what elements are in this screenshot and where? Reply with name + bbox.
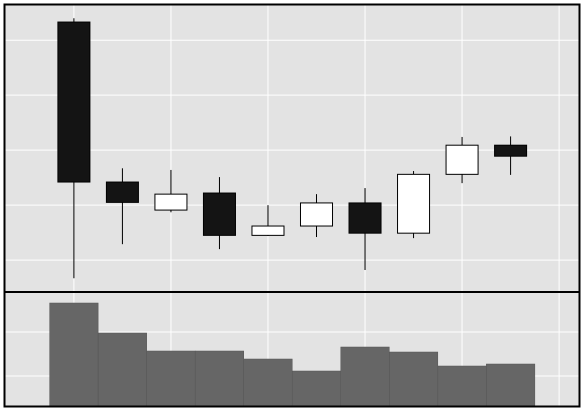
price-panel xyxy=(5,5,579,292)
candle-body xyxy=(202,192,236,236)
candle-body xyxy=(494,144,528,157)
frame xyxy=(3,3,581,408)
candle-body xyxy=(397,173,431,234)
volume-bar xyxy=(437,365,487,407)
volume-bar xyxy=(486,363,536,407)
volume-bar xyxy=(194,350,244,407)
volume-bar xyxy=(389,351,439,407)
volume-panel xyxy=(5,292,579,407)
candle-body xyxy=(299,202,334,227)
candle-body xyxy=(154,193,188,211)
candle-body xyxy=(445,144,479,175)
volume-bar xyxy=(291,370,342,407)
candle-body xyxy=(105,181,139,203)
candle-body xyxy=(348,202,382,234)
volume-bar xyxy=(340,346,390,407)
candle-body xyxy=(57,21,91,183)
candle-body xyxy=(251,225,285,236)
volume-bar xyxy=(243,358,293,407)
volume-bar xyxy=(49,302,99,407)
volume-bar xyxy=(146,350,196,407)
volume-bar xyxy=(97,332,147,407)
